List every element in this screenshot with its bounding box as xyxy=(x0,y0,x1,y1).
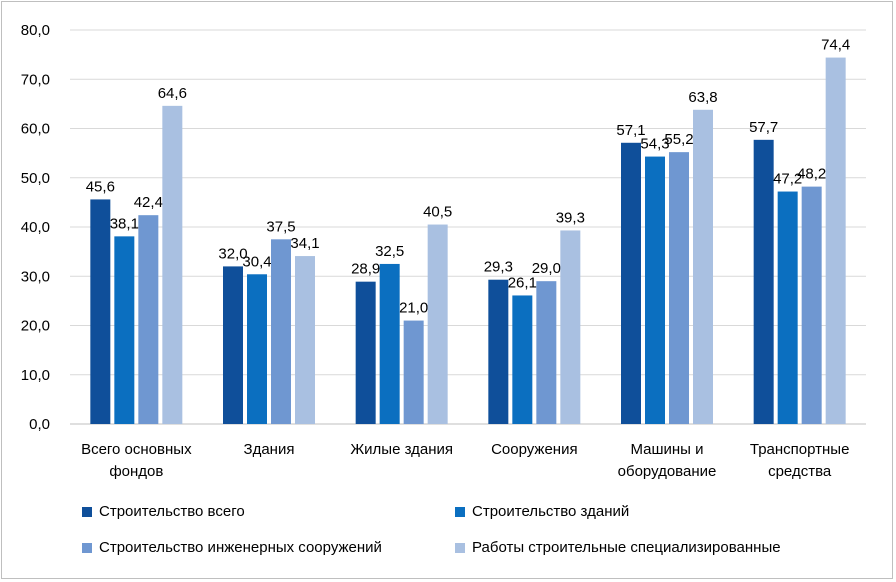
bar xyxy=(162,105,183,424)
bar xyxy=(114,236,135,424)
legend-item-civil-engineering: Строительство инженерных сооружений xyxy=(82,539,382,556)
bar xyxy=(825,57,846,425)
legend-swatch xyxy=(455,506,465,517)
y-tick-label: 80,0 xyxy=(21,22,50,39)
legend-label: Работы строительные специализированные xyxy=(472,539,781,556)
bar xyxy=(645,156,665,424)
legend-swatch xyxy=(82,542,92,553)
data-label: 30,4 xyxy=(242,253,271,270)
bar xyxy=(753,139,774,424)
bar xyxy=(801,186,822,424)
data-label: 47,2 xyxy=(773,171,802,188)
x-tick-label: Всего основных xyxy=(81,441,192,458)
data-label: 21,0 xyxy=(399,300,428,317)
data-label: 32,5 xyxy=(375,243,404,260)
bar xyxy=(560,230,581,424)
x-tick-label: фондов xyxy=(109,463,163,480)
bar xyxy=(295,256,315,424)
y-tick-label: 40,0 xyxy=(21,219,50,236)
x-tick-label: Жилые здания xyxy=(350,441,453,458)
data-label: 57,1 xyxy=(616,122,645,139)
legend-item-construction-total: Строительство всего xyxy=(82,503,245,520)
y-tick-label: 50,0 xyxy=(21,170,50,187)
y-tick-label: 70,0 xyxy=(21,71,50,88)
y-tick-label: 30,0 xyxy=(21,268,50,285)
bar xyxy=(138,215,159,424)
x-tick-label: Машины и xyxy=(630,441,703,458)
legend-item-building-construction: Строительство зданий xyxy=(455,503,629,520)
x-tick-label: Транспортные xyxy=(750,441,850,458)
x-tick-label: оборудование xyxy=(618,463,717,480)
legend-label: Строительство инженерных сооружений xyxy=(99,539,382,556)
bar xyxy=(669,152,689,424)
data-label: 28,9 xyxy=(351,261,380,278)
data-label: 40,5 xyxy=(423,204,452,221)
bar xyxy=(223,266,243,424)
bar xyxy=(488,279,509,424)
legend-swatch xyxy=(455,542,465,553)
data-label: 38,1 xyxy=(110,215,139,232)
legend-label: Строительство всего xyxy=(99,503,245,520)
data-label: 34,1 xyxy=(290,235,319,252)
bar xyxy=(777,191,798,424)
x-tick-label: средства xyxy=(768,463,832,480)
y-tick-label: 20,0 xyxy=(21,318,50,335)
data-label: 32,0 xyxy=(218,245,247,262)
bar xyxy=(427,224,448,424)
data-label: 63,8 xyxy=(688,89,717,106)
bar xyxy=(379,263,400,424)
data-label: 29,0 xyxy=(532,260,561,277)
bar xyxy=(536,281,557,424)
y-tick-label: 0,0 xyxy=(29,416,50,433)
data-label: 45,6 xyxy=(86,178,115,195)
x-tick-label: Сооружения xyxy=(491,441,578,458)
data-label: 64,6 xyxy=(158,85,187,102)
bar xyxy=(271,239,291,424)
bar xyxy=(247,274,267,424)
bar xyxy=(512,295,533,424)
bar xyxy=(90,199,111,424)
legend-item-specialized-works: Работы строительные специализированные xyxy=(455,539,781,556)
bar xyxy=(355,281,376,424)
data-label: 57,7 xyxy=(749,119,778,136)
data-label: 48,2 xyxy=(797,166,826,183)
x-tick-label: Здания xyxy=(244,441,295,458)
bar xyxy=(693,109,713,424)
bar xyxy=(403,320,424,424)
data-label: 55,2 xyxy=(664,131,693,148)
data-label: 74,4 xyxy=(821,37,850,54)
data-label: 26,1 xyxy=(508,274,537,291)
bar xyxy=(621,142,641,424)
data-label: 37,5 xyxy=(266,218,295,235)
data-label: 54,3 xyxy=(640,136,669,153)
y-tick-label: 10,0 xyxy=(21,367,50,384)
legend-swatch xyxy=(82,506,92,517)
y-tick-label: 60,0 xyxy=(21,121,50,138)
data-label: 42,4 xyxy=(134,194,163,211)
data-label: 29,3 xyxy=(484,259,513,276)
data-label: 39,3 xyxy=(556,209,585,226)
legend-label: Строительство зданий xyxy=(472,503,630,520)
